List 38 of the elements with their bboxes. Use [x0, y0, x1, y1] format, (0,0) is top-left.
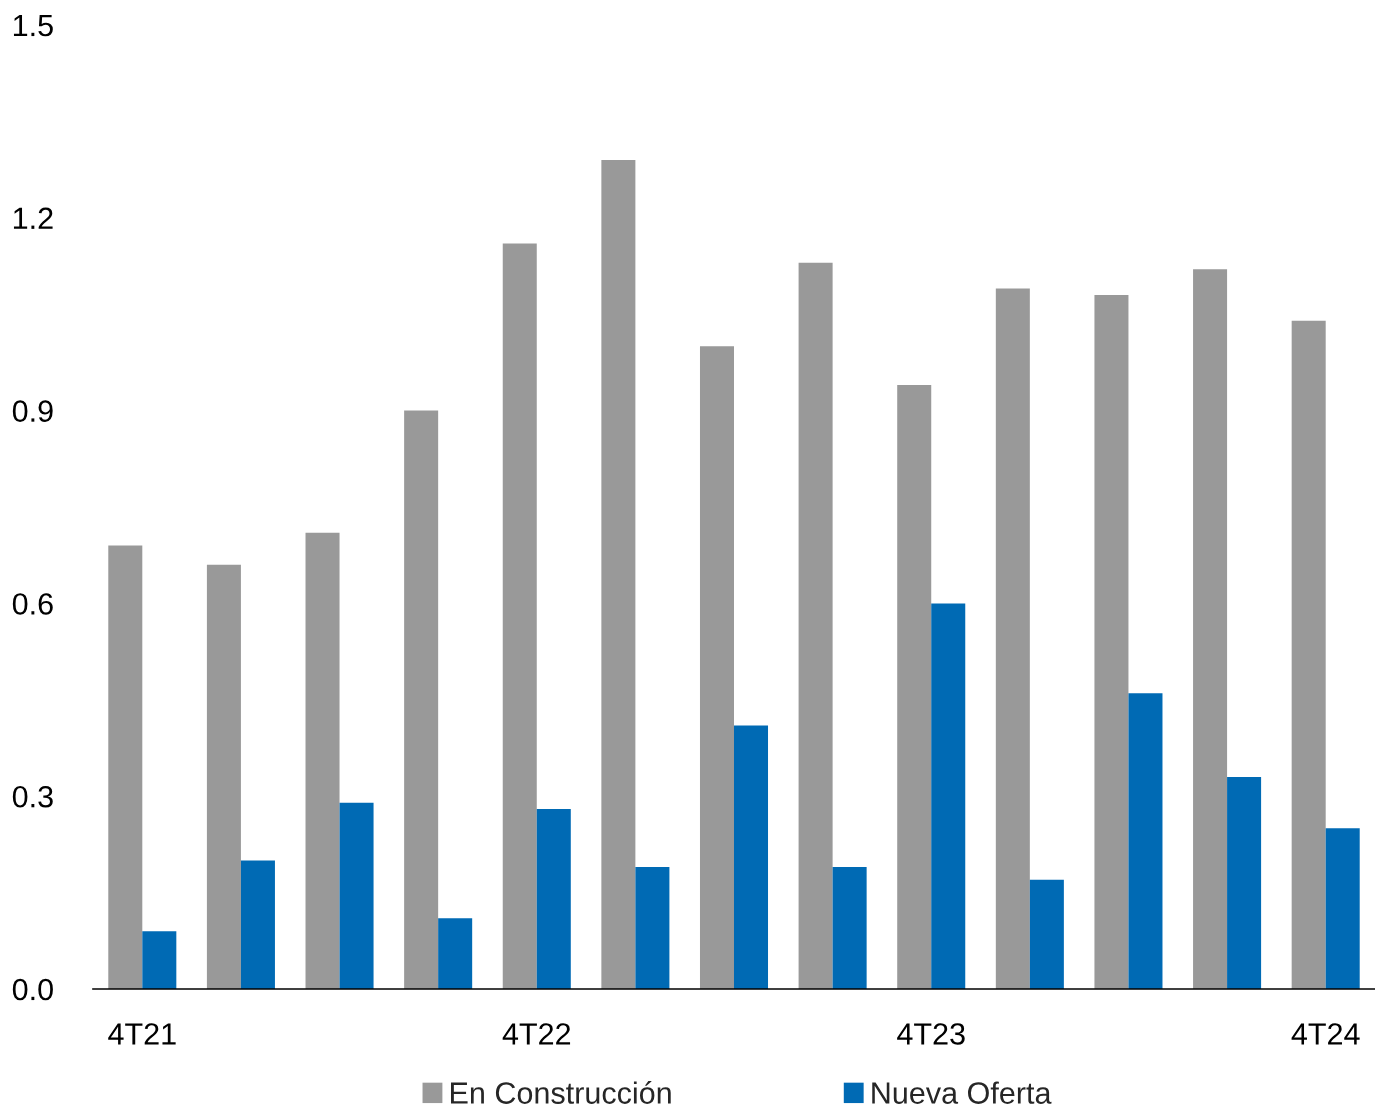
bar — [404, 410, 439, 989]
bar — [897, 384, 932, 989]
y-tick-label: 0.6 — [12, 593, 53, 615]
bar — [305, 532, 340, 989]
bar — [240, 860, 275, 989]
bar — [536, 809, 571, 989]
bar — [832, 866, 867, 989]
bar — [108, 545, 143, 989]
bar — [1029, 879, 1064, 989]
bar — [1193, 269, 1228, 989]
y-tick-label: 1.2 — [13, 207, 53, 229]
y-tick-label: 0.0 — [12, 978, 53, 1001]
bar — [206, 564, 241, 989]
y-tick-label: 0.9 — [12, 400, 53, 422]
bar — [502, 243, 537, 989]
x-tick-label: 4T22 — [502, 1023, 571, 1045]
bar — [1094, 294, 1129, 989]
bar — [995, 288, 1030, 989]
bar — [1128, 693, 1163, 989]
bar — [1325, 828, 1360, 989]
bar — [1291, 320, 1326, 989]
legend-label: Nueva Oferta — [872, 1081, 1052, 1104]
legend-label: En Construcción — [451, 1081, 671, 1104]
x-tick-label: 4T23 — [897, 1023, 965, 1045]
bar — [601, 159, 636, 989]
bar — [931, 603, 966, 989]
y-tick-label: 1.5 — [13, 15, 53, 37]
bar — [1227, 776, 1262, 989]
x-tick-label: 4T21 — [108, 1023, 176, 1045]
bar — [339, 802, 374, 989]
bar — [798, 262, 833, 989]
bar — [699, 346, 734, 989]
bar — [142, 931, 177, 989]
bar — [438, 918, 473, 989]
bar — [635, 866, 670, 989]
x-tick-label: 4T24 — [1291, 1023, 1360, 1045]
y-tick-label: 0.3 — [12, 785, 53, 808]
bar — [734, 725, 769, 989]
